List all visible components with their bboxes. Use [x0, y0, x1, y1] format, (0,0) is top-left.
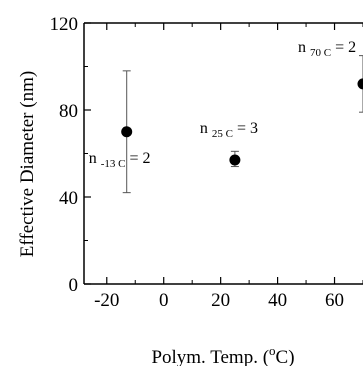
- y-tick-label: 80: [59, 101, 78, 122]
- x-tick-label: 0: [159, 290, 169, 311]
- x-tick-label: -20: [94, 290, 119, 311]
- data-point: [229, 154, 241, 166]
- y-tick-label: 40: [59, 188, 78, 209]
- x-axis-title: Polym. Temp. (oC): [151, 343, 294, 366]
- point-annotation: n 70 C = 2: [298, 39, 356, 59]
- y-tick-label: 0: [69, 275, 79, 296]
- point-annotations: n -13 C = 2 n 25 C = 3 n 70 C = 2: [89, 39, 356, 170]
- x-tick-label: 60: [325, 290, 344, 311]
- x-axis-ticks: -20 0 20 40 60: [94, 23, 363, 311]
- data-points: [121, 55, 363, 194]
- y-axis-title: Effective Diameter (nm): [17, 71, 38, 257]
- x-tick-label: 40: [268, 290, 287, 311]
- y-tick-label: 120: [50, 14, 79, 35]
- y-axis-ticks: 0 40 80 120: [50, 14, 91, 296]
- data-point: [121, 126, 133, 138]
- x-tick-label: 20: [211, 290, 230, 311]
- point-annotation: n -13 C = 2: [89, 150, 151, 170]
- point-annotation: n 25 C = 3: [200, 120, 258, 140]
- data-point: [357, 78, 363, 90]
